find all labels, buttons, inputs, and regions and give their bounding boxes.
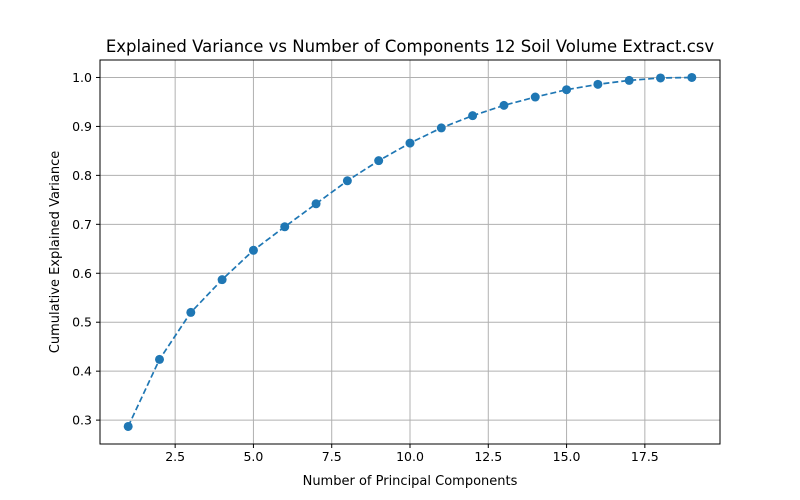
data-point [217,275,227,285]
y-tick-label: 0.7 [72,217,92,232]
x-tick-label: 12.5 [474,449,502,464]
x-axis-label: Number of Principal Components [303,474,518,489]
series [123,72,697,431]
x-tick-label: 2.5 [165,449,185,464]
x-tick-label: 7.5 [322,449,342,464]
y-axis-label: Cumulative Explained Variance [48,151,63,353]
data-point [154,354,164,364]
x-tick-label: 15.0 [553,449,581,464]
data-point [562,85,572,95]
data-point [248,245,258,255]
data-point [123,421,133,431]
y-tick-label: 0.5 [72,315,92,330]
y-tick-label: 0.4 [72,364,92,379]
data-point [499,100,509,110]
x-tick-label: 10.0 [396,449,424,464]
data-point [687,72,697,82]
data-point [593,79,603,89]
chart-title: Explained Variance vs Number of Componen… [106,37,715,56]
y-tick-label: 1.0 [72,70,92,85]
y-tick-label: 0.9 [72,119,92,134]
data-point [405,138,415,148]
y-tick-label: 0.8 [72,168,92,183]
data-point [656,73,666,83]
y-tick-label: 0.3 [72,413,92,428]
data-point [436,123,446,133]
data-point [624,75,634,85]
data-point [374,156,384,166]
data-point [530,92,540,102]
x-tick-label: 5.0 [243,449,263,464]
data-point [280,222,290,232]
data-point [342,176,352,186]
grid [100,60,720,444]
x-axis-ticks: 2.5 5.0 7.5 10.0 12.5 15.0 17.5 [165,444,659,464]
y-tick-label: 0.6 [72,266,92,281]
data-point [311,199,321,209]
data-point [468,111,478,121]
data-point [186,307,196,317]
y-axis-ticks: 0.3 0.4 0.5 0.6 0.7 0.8 0.9 1.0 [72,70,100,428]
x-tick-label: 17.5 [631,449,659,464]
